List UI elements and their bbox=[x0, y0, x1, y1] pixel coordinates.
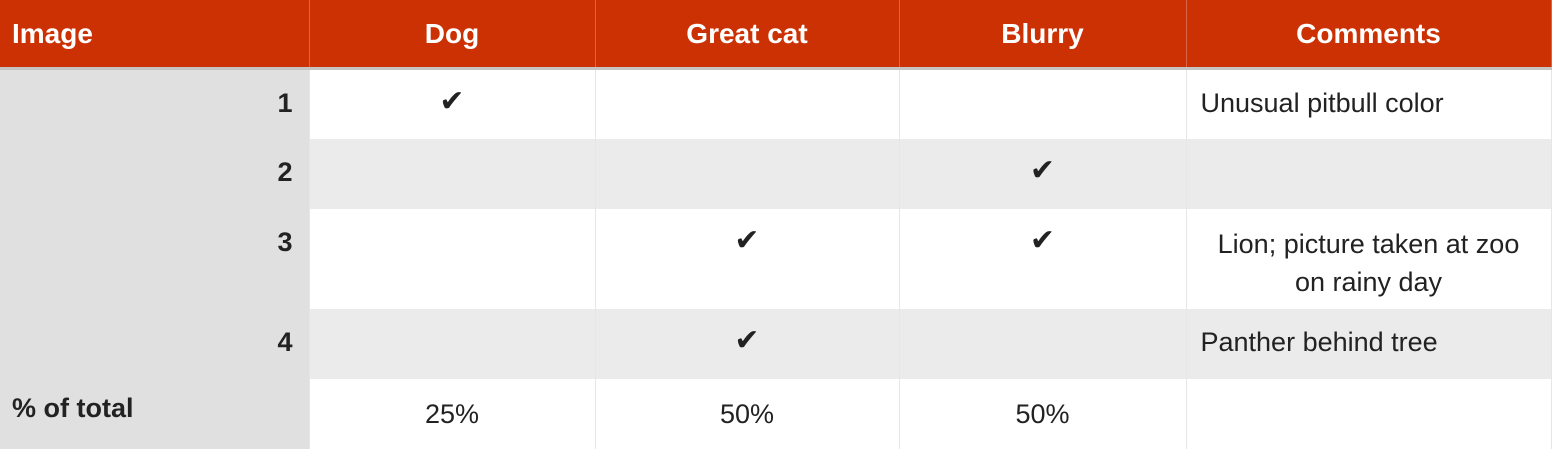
table-row: 1 ✔ Unusual pitbull color bbox=[0, 68, 1552, 139]
dog-cell bbox=[309, 308, 596, 379]
table-row: 4 ✔ Panther behind tree bbox=[0, 308, 1552, 379]
check-icon: ✔ bbox=[899, 208, 1187, 309]
total-dog: 25% bbox=[309, 378, 596, 449]
comment-cell: Lion; picture taken at zoo on rainy day bbox=[1186, 208, 1552, 309]
table-row: 3 ✔ ✔ Lion; picture taken at zoo on rain… bbox=[0, 208, 1552, 309]
great-cat-cell bbox=[595, 138, 900, 209]
check-icon: ✔ bbox=[595, 208, 900, 309]
total-row: % of total 25% 50% 50% bbox=[0, 378, 1552, 449]
image-number: 3 bbox=[0, 208, 310, 309]
total-comment bbox=[1186, 378, 1552, 449]
header-great-cat: Great cat bbox=[595, 0, 900, 70]
total-great-cat: 50% bbox=[595, 378, 900, 449]
blurry-cell bbox=[899, 308, 1187, 379]
check-icon: ✔ bbox=[309, 68, 596, 139]
header-comments: Comments bbox=[1186, 0, 1552, 70]
comment-cell bbox=[1186, 138, 1552, 209]
dog-cell bbox=[309, 138, 596, 209]
header-image: Image bbox=[0, 0, 310, 70]
blurry-cell bbox=[899, 68, 1187, 139]
total-blurry: 50% bbox=[899, 378, 1187, 449]
comment-cell: Panther behind tree bbox=[1186, 308, 1552, 379]
header-row: Image Dog Great cat Blurry Comments bbox=[0, 0, 1552, 70]
total-label: % of total bbox=[0, 378, 310, 449]
header-dog: Dog bbox=[309, 0, 596, 70]
image-number: 1 bbox=[0, 68, 310, 139]
dog-cell bbox=[309, 208, 596, 309]
great-cat-cell bbox=[595, 68, 900, 139]
check-icon: ✔ bbox=[595, 308, 900, 379]
image-number: 4 bbox=[0, 308, 310, 379]
table-row: 2 ✔ bbox=[0, 138, 1552, 209]
comment-cell: Unusual pitbull color bbox=[1186, 68, 1552, 139]
header-blurry: Blurry bbox=[899, 0, 1187, 70]
check-icon: ✔ bbox=[899, 138, 1187, 209]
image-number: 2 bbox=[0, 138, 310, 209]
